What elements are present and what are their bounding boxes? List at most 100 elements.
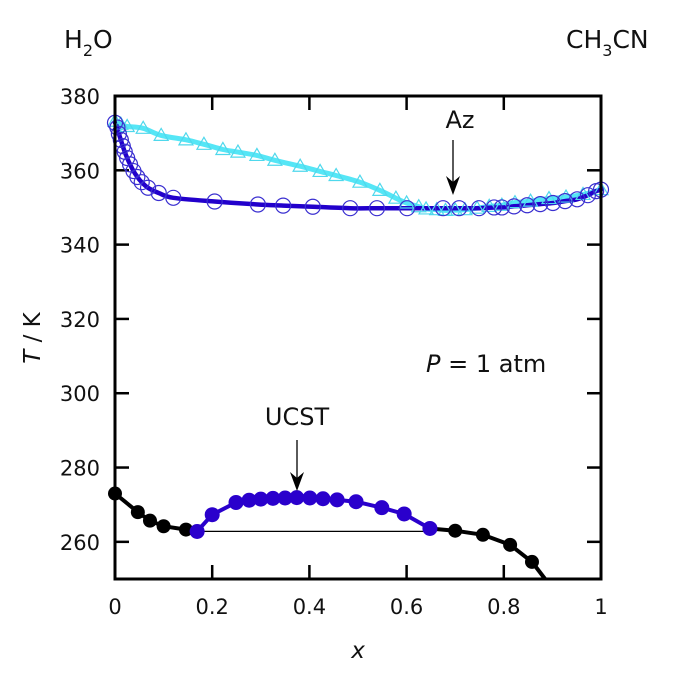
ucst-point-marker [348,494,364,510]
freezing-point-marker [475,527,490,542]
dew-point-marker [371,182,388,196]
ucst-point-marker [265,490,281,506]
freezing-point-marker [130,505,145,520]
right-component-label: CH3CN [566,25,649,60]
y-tick-label: 340 [60,234,100,258]
freezing-point-marker [178,522,193,537]
plot-area [106,113,610,581]
dew-curve-line [112,118,604,213]
y-tick-label: 300 [60,382,100,406]
ucst-point-marker [189,523,205,539]
x-tick-label: 0.8 [487,595,520,619]
y-tick-label: 280 [60,457,100,481]
dew-point-marker [177,131,195,146]
dew-point-marker [417,200,435,215]
ucst-point-marker [302,490,318,506]
dew-point-marker [119,118,136,133]
left-component-label: H2O [64,25,113,60]
ucst-point-marker [204,507,220,523]
dew-point-marker [153,127,170,141]
x-tick-label: 0.6 [390,595,423,619]
bubble-point-marker [556,193,574,210]
dew-point-marker [312,163,329,178]
bubble-point-marker [275,197,292,214]
bubble-point-marker [342,200,359,217]
plot-frame [113,94,603,581]
dew-point-marker [540,190,558,205]
bubble-point-marker [206,193,223,210]
bubble-point-marker [544,194,561,212]
bubble-point-marker [110,125,127,142]
bubble-point-marker [249,196,266,213]
bubble-point-marker [485,199,503,216]
ucst-point-marker [329,492,345,508]
bubble-point-marker [112,131,129,148]
dew-point-marker [229,143,247,158]
y-tick-labels: 260 280 300 320 340 360 380 [60,85,100,555]
bubble-point-marker [398,200,416,217]
dew-point-marker [351,174,368,188]
bubble-point-marker [569,191,586,208]
bubble-point-marker [368,200,386,217]
x-tick-labels: 0 0.2 0.4 0.6 0.8 1 [108,595,607,619]
ucst-point-marker [289,490,305,506]
dew-point-marker [266,152,283,166]
dew-point-marker [248,147,265,162]
dew-point-marker [469,200,486,214]
ucst-point-marker [396,506,412,522]
x-tick-label: 0.4 [293,595,326,619]
dew-point-marker [214,141,231,156]
dew-point-marker [195,136,212,150]
ucst-label: UCST [265,403,330,431]
y-tick-label: 380 [60,85,100,109]
freezing-point-marker [448,523,463,538]
y-tick-label: 360 [60,159,100,183]
dew-point-marker [574,186,592,201]
ucst-point-marker [277,490,293,506]
bubble-point-marker [450,200,468,217]
x-tick-label: 1 [594,595,607,619]
bubble-point-marker [519,197,536,214]
dew-point-marker [456,201,473,216]
bubble-point-marker [304,198,321,215]
ucst-point-marker [374,500,390,516]
bubble-point-marker [129,168,146,186]
bubble-point-marker [150,184,167,202]
ucst-point-marker [422,520,438,536]
bubble-point-marker [109,119,126,136]
x-axis-title: x [350,638,365,664]
dew-point-marker [557,188,575,203]
bubble-point-marker [532,196,549,213]
dew-point-marker [387,189,404,204]
freezing-point-marker [524,554,539,569]
bubble-point-marker [505,198,523,215]
bubble-point-marker [165,189,182,206]
bubble-point-marker [139,179,157,196]
freezing-point-marker [142,513,157,528]
y-axis-title: T / K [20,311,46,363]
dew-point-marker [328,167,345,182]
axis-ticks [115,96,601,579]
azeotrope-label: Az [445,106,474,134]
freezing-point-marker [156,519,171,534]
dew-point-marker [506,194,524,209]
dew-point-marker [493,197,510,211]
bubble-point-marker [133,174,150,191]
ucst-point-marker [315,491,331,507]
y-tick-label: 260 [60,531,100,555]
ucst-point-marker [253,491,269,507]
dew-point-marker [292,158,309,172]
y-tick-label: 320 [60,308,100,332]
x-tick-label: 0.2 [195,595,228,619]
dew-point-marker [428,201,445,216]
freezing-point-marker [503,537,518,552]
dew-point-marker [410,198,427,213]
azeotrope-arrow [446,140,460,195]
pressure-label: P = 1 atm [426,350,546,378]
x-tick-label: 0 [108,595,121,619]
ucst-point-marker [241,492,257,508]
bubble-point-marker [434,200,452,217]
bubble-point-marker [493,199,510,216]
dew-point-marker [135,120,152,134]
